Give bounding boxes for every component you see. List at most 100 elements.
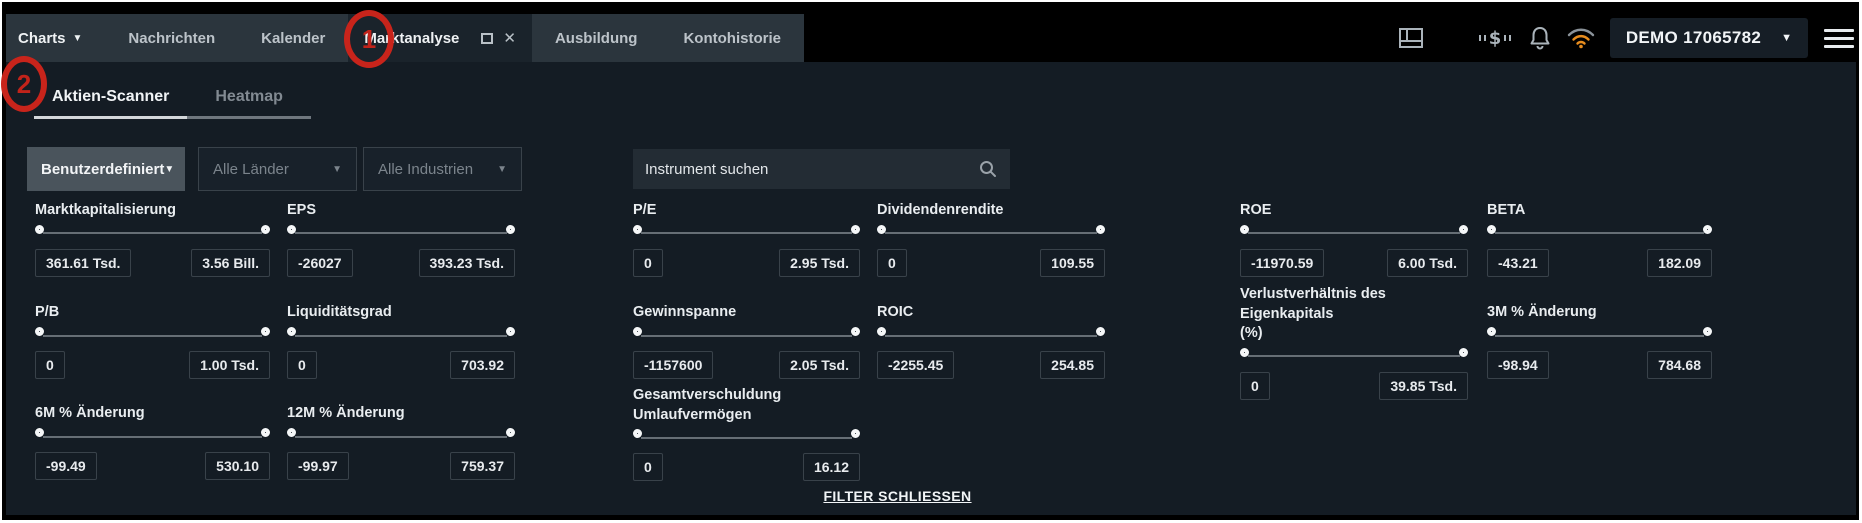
range-slider[interactable] [287,327,515,344]
range-slider[interactable] [633,224,860,242]
slider-handle-max[interactable] [1703,327,1712,336]
max-value[interactable]: 2.95 Tsd. [779,248,860,277]
min-value[interactable]: -26027 [287,248,353,277]
range-slider[interactable] [287,428,515,445]
slider-track [295,435,507,438]
tab-kontohistorie[interactable]: Kontohistorie [683,29,781,47]
slider-handle-max[interactable] [1096,327,1105,336]
slider-handle-min[interactable] [877,327,886,336]
min-value[interactable]: 0 [633,248,663,277]
filter-label: 3M % Änderung [1487,304,1597,321]
slider-handle-min[interactable] [287,327,296,336]
slider-handle-max[interactable] [261,428,270,437]
range-slider[interactable] [633,429,860,446]
slider-handle-min[interactable] [877,224,886,234]
slider-handle-max[interactable] [261,327,270,336]
min-value[interactable]: 0 [633,453,663,482]
slider-handle-max[interactable] [851,224,860,234]
slider-handle-min[interactable] [1240,347,1249,357]
max-value[interactable]: 393.23 Tsd. [418,248,515,277]
min-value[interactable]: -99.49 [35,452,97,480]
industry-dropdown[interactable]: Alle Industrien ▼ [363,147,522,191]
tab-ausbildung[interactable]: Ausbildung [554,29,638,47]
account-selector[interactable]: DEMO 17065782 ▼ [1609,18,1808,58]
max-value[interactable]: 6.00 Tsd. [1387,248,1468,277]
max-value[interactable]: 182.09 [1647,248,1712,277]
preset-dropdown-value: Benutzerdefiniert [41,160,165,178]
slider-handle-max[interactable] [1096,224,1105,234]
max-value[interactable]: 109.55 [1040,248,1105,277]
range-slider[interactable] [877,327,1105,344]
range-slider[interactable] [287,224,515,242]
slider-handle-min[interactable] [287,428,296,437]
quotes-dollar-icon[interactable]: $ [1476,25,1514,51]
min-value[interactable]: 361.61 Tsd. [35,248,132,277]
max-value[interactable]: 16.12 [802,453,860,482]
tab-nachrichten[interactable]: Nachrichten [128,29,216,47]
max-value[interactable]: 530.10 [205,452,270,480]
range-slider[interactable] [877,224,1105,242]
max-value[interactable]: 3.56 Bill. [191,248,270,277]
slider-handle-max[interactable] [261,224,270,234]
slider-handle-min[interactable] [633,429,642,439]
slider-handle-min[interactable] [633,327,642,336]
min-value[interactable]: -11970.59 [1240,248,1325,277]
slider-handle-max[interactable] [506,327,515,336]
slider-handle-min[interactable] [35,327,44,336]
slider-handle-max[interactable] [1459,347,1468,357]
subtab-heatmap[interactable]: Heatmap [187,86,311,119]
connection-wifi-icon[interactable] [1566,26,1596,50]
min-value[interactable]: -98.94 [1487,351,1549,379]
slider-handle-min[interactable] [1240,224,1249,234]
min-value[interactable]: 0 [1240,371,1270,400]
min-value[interactable]: 0 [877,248,907,277]
min-value[interactable]: -99.97 [287,452,349,480]
max-value[interactable]: 759.37 [450,452,515,480]
instrument-search-input[interactable] [645,160,978,178]
max-value[interactable]: 703.92 [450,351,515,379]
filter-close-link[interactable]: FILTER SCHLIESSEN [823,488,972,504]
slider-handle-min[interactable] [633,224,642,234]
max-value[interactable]: 254.85 [1040,351,1105,379]
min-value[interactable]: 0 [35,351,65,379]
menu-hamburger-icon[interactable] [1824,28,1854,48]
slider-track [295,232,507,235]
tab-kalender[interactable]: Kalender [261,29,326,47]
range-slider[interactable] [35,327,270,344]
slider-handle-min[interactable] [35,428,44,437]
close-tab-icon[interactable]: ✕ [503,30,516,47]
max-value[interactable]: 784.68 [1647,351,1712,379]
workspace-layout-icon[interactable] [1398,26,1424,50]
slider-handle-max[interactable] [506,428,515,437]
min-value[interactable]: -43.21 [1487,248,1549,277]
min-value[interactable]: -1157600 [633,351,714,379]
country-dropdown[interactable]: Alle Länder ▼ [198,147,357,191]
range-slider[interactable] [633,327,860,344]
slider-handle-min[interactable] [287,224,296,234]
slider-handle-max[interactable] [1703,224,1712,234]
maximize-icon[interactable] [481,32,494,44]
slider-handle-max[interactable] [1459,224,1468,234]
slider-handle-min[interactable] [1487,327,1496,336]
slider-handle-max[interactable] [851,327,860,336]
min-value[interactable]: 0 [287,351,317,379]
slider-handle-max[interactable] [851,429,860,439]
min-value[interactable]: -2255.45 [877,351,955,379]
max-value[interactable]: 1.00 Tsd. [189,351,270,379]
notifications-bell-icon[interactable] [1528,25,1552,51]
tab-charts[interactable]: Charts ▼ [6,14,105,62]
subtab-aktien-scanner[interactable]: Aktien-Scanner [34,86,188,119]
range-slider[interactable] [35,428,270,445]
range-slider[interactable] [1487,224,1712,242]
slider-track [43,435,262,438]
max-value[interactable]: 39.85 Tsd. [1379,371,1468,400]
range-slider[interactable] [1240,347,1468,365]
slider-handle-min[interactable] [1487,224,1496,234]
range-slider[interactable] [1240,224,1468,242]
preset-dropdown[interactable]: Benutzerdefiniert ▼ [27,147,185,191]
max-value[interactable]: 2.05 Tsd. [779,351,860,379]
range-slider[interactable] [1487,327,1712,344]
slider-handle-min[interactable] [35,224,44,234]
slider-handle-max[interactable] [506,224,515,234]
range-slider[interactable] [35,224,270,242]
